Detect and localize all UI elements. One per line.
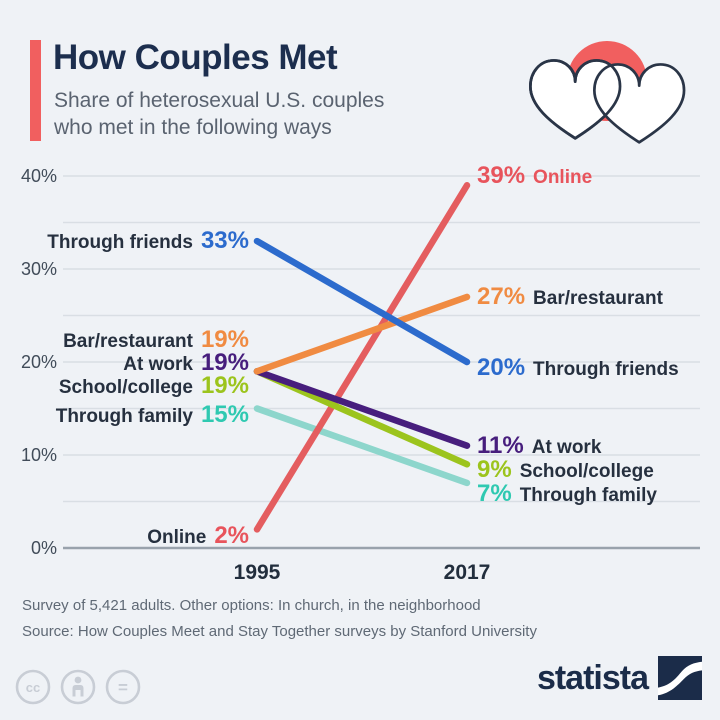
series-name: School/college [58, 377, 193, 399]
title-accent-bar [30, 40, 41, 141]
cc-by-icon[interactable] [60, 669, 96, 705]
two-hearts-icon [529, 41, 686, 144]
right-label-through-family: 7% Through family [477, 480, 657, 508]
series-name: Bar/restaurant [533, 287, 663, 309]
subtitle-line-2: who met in the following ways [54, 116, 332, 139]
series-value: 33% [200, 227, 249, 255]
line-through-friends [253, 237, 471, 366]
right-label-at-work: 11% At work [477, 432, 601, 460]
left-label-through-friends: Through friends 33% [47, 227, 249, 255]
cc-icon[interactable] [15, 669, 51, 705]
cc-glyph: cc [26, 680, 40, 695]
series-value: 19% [200, 372, 249, 400]
right-label-bar-restaurant: 27% Bar/restaurant [477, 283, 663, 311]
left-label-at-work: At work 19% [123, 349, 249, 377]
series-value: 19% [200, 326, 249, 354]
y-tick-20: 20% [20, 352, 57, 372]
statista-logo-swoosh [658, 661, 702, 696]
series-value: 15% [200, 400, 249, 428]
series-value: 11% [477, 431, 524, 459]
statista-logo-icon[interactable] [658, 656, 702, 700]
right-label-school-college: 9% School/college [477, 456, 654, 484]
left-label-bar-restaurant: Bar/restaurant 19% [63, 326, 249, 354]
line-at-work [253, 368, 471, 449]
series-value: 27% [477, 282, 526, 310]
y-tick-40: 40% [20, 166, 57, 186]
line-online [253, 182, 471, 533]
statista-wordmark[interactable]: statista [536, 658, 649, 697]
series-name: Through family [55, 405, 193, 427]
cc-by-person-icon [72, 676, 84, 697]
series-name: Through friends [47, 232, 193, 254]
right-label-online: 39% Online [477, 162, 592, 190]
series-value: 20% [477, 354, 526, 381]
left-label-online: Online 2% [147, 522, 249, 550]
series-name: Through friends [533, 359, 679, 380]
page-title: How Couples Met [53, 38, 338, 77]
survey-note: Survey of 5,421 adults. Other options: I… [22, 597, 481, 614]
series-name: At work [123, 354, 193, 376]
series-name: At work [531, 436, 602, 458]
y-tick-0: 0% [30, 538, 57, 558]
right-label-through-friends: 20% Through friends [477, 354, 679, 382]
cc-license-badges[interactable]: cc = [11, 665, 151, 709]
series-value: 9% [477, 456, 512, 484]
series-value: 7% [477, 479, 512, 507]
right-heart-icon [593, 63, 686, 144]
series-value: 19% [200, 349, 249, 377]
series-name: Bar/restaurant [63, 331, 193, 353]
statista-branding[interactable]: statista [537, 656, 702, 700]
series-value: 2% [214, 522, 249, 550]
subtitle: Share of heterosexual U.S. couples who m… [54, 87, 384, 141]
left-label-school-college: School/college 19% [59, 372, 249, 400]
cc-nd-icon[interactable] [105, 669, 141, 705]
series-name: Through family [519, 484, 657, 506]
cc-nd-glyph: = [118, 678, 128, 697]
x-tick-2017: 2017 [443, 561, 491, 584]
y-tick-10: 10% [20, 445, 57, 465]
line-bar-restaurant [253, 293, 471, 375]
series-name: Online [533, 167, 593, 189]
series-value: 39% [477, 162, 526, 190]
series-name: Online [147, 527, 207, 549]
left-label-through-family: Through family 15% [56, 401, 249, 429]
line-through-family [253, 405, 471, 487]
source-note: Source: How Couples Meet and Stay Togeth… [22, 623, 537, 640]
y-tick-30: 30% [20, 259, 57, 279]
series-name: School/college [519, 461, 654, 483]
subtitle-line-1: Share of heterosexual U.S. couples [54, 89, 385, 112]
x-tick-1995: 1995 [233, 561, 281, 584]
left-heart-outline-overlay [529, 59, 622, 140]
